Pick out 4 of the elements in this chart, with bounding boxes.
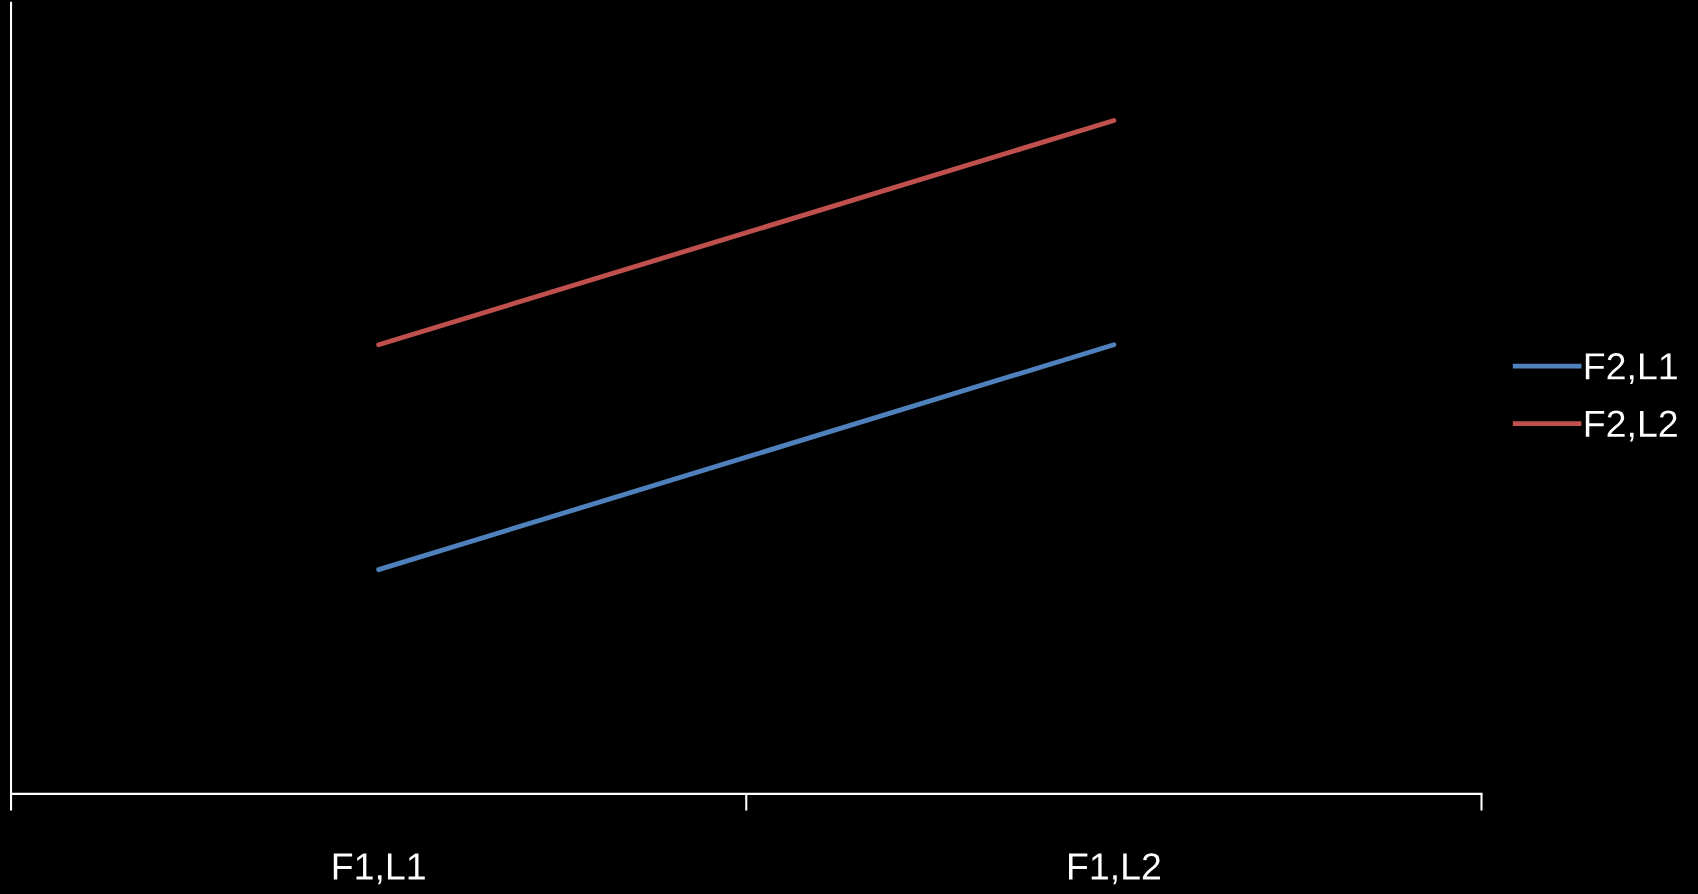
- x-tick-label: F1,L2: [1069, 853, 1160, 885]
- legend-label: F2,L2: [1585, 410, 1677, 442]
- x-tick-label: F1,L1: [333, 853, 425, 885]
- legend-label: F2,L1: [1585, 353, 1677, 385]
